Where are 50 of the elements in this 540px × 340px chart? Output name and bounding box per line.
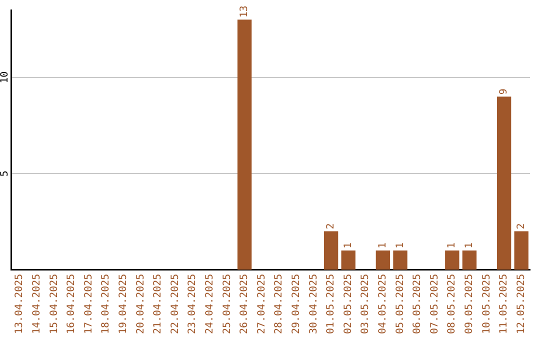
data-label: 2 xyxy=(326,223,337,230)
bar xyxy=(496,96,512,270)
x-tick-label: 30.04.2025 xyxy=(308,274,320,334)
x-tick-label: 13.04.2025 xyxy=(14,274,26,334)
x-tick-label: 01.05.2025 xyxy=(326,274,337,334)
x-tick-label: 09.05.2025 xyxy=(464,274,476,334)
bar xyxy=(237,20,252,270)
x-tick-label: 12.05.2025 xyxy=(516,274,527,334)
x-tick-label: 23.04.2025 xyxy=(187,274,198,334)
bar xyxy=(376,250,390,270)
x-tick-label: 14.04.2025 xyxy=(32,274,43,334)
x-tick-label: 17.04.2025 xyxy=(83,274,94,334)
x-tick-label: 24.04.2025 xyxy=(204,274,216,334)
data-label: 9 xyxy=(498,88,510,95)
bar xyxy=(445,250,460,270)
data-label: 1 xyxy=(342,242,354,249)
x-tick-label: 15.04.2025 xyxy=(48,274,60,334)
data-label: 13 xyxy=(239,6,250,18)
x-tick-label: 03.05.2025 xyxy=(360,274,372,334)
bar xyxy=(341,250,356,270)
x-tick-label: 10.05.2025 xyxy=(481,274,492,334)
x-tick-label: 27.04.2025 xyxy=(256,274,268,334)
y-tick-label: 10 xyxy=(0,71,11,84)
x-tick-label: 16.04.2025 xyxy=(66,274,78,334)
x-tick-label: 20.04.2025 xyxy=(135,274,146,334)
x-tick-label: 18.04.2025 xyxy=(100,274,112,334)
x-tick-label: 05.05.2025 xyxy=(394,274,406,334)
x-tick-label: 19.04.2025 xyxy=(118,274,130,334)
x-tick-label: 29.04.2025 xyxy=(291,274,302,334)
data-label: 1 xyxy=(464,242,476,249)
bar xyxy=(514,231,528,270)
x-tick-label: 04.05.2025 xyxy=(378,274,389,334)
data-label: 1 xyxy=(394,242,406,249)
bar xyxy=(324,231,338,270)
x-tick-label: 21.04.2025 xyxy=(152,274,164,334)
x-tick-label: 02.05.2025 xyxy=(342,274,354,334)
bar xyxy=(393,250,408,270)
x-tick-label: 26.04.2025 xyxy=(239,274,250,334)
x-tick-label: 28.04.2025 xyxy=(274,274,285,334)
y-tick-label: 5 xyxy=(0,170,11,177)
bar xyxy=(462,250,477,270)
x-tick-label: 11.05.2025 xyxy=(498,274,510,334)
x-tick-label: 25.04.2025 xyxy=(222,274,233,334)
data-label: 1 xyxy=(446,242,458,249)
x-tick-label: 22.04.2025 xyxy=(170,274,181,334)
x-tick-label: 06.05.2025 xyxy=(412,274,424,334)
data-label: 2 xyxy=(516,223,527,230)
data-label: 1 xyxy=(378,242,389,249)
x-tick-label: 08.05.2025 xyxy=(446,274,458,334)
x-tick-label: 07.05.2025 xyxy=(429,274,440,334)
